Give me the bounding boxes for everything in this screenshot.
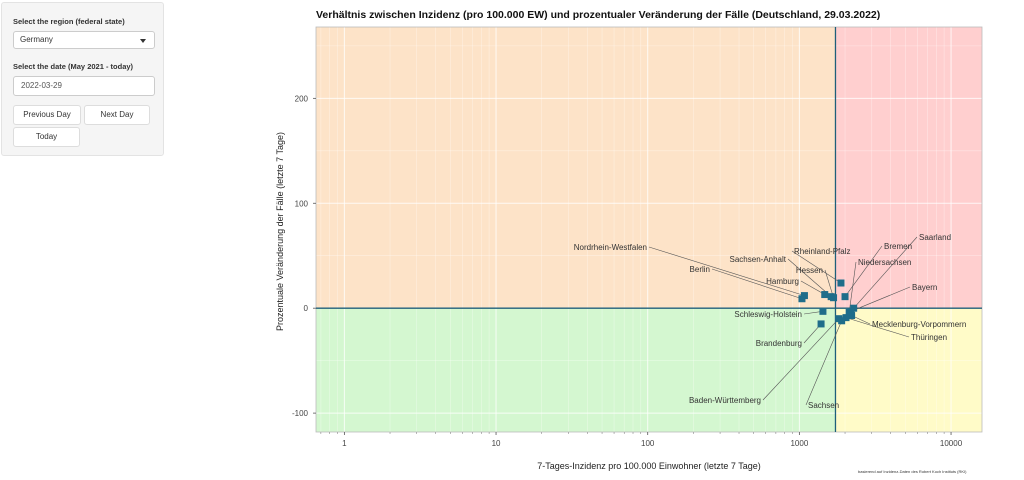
point-label: Brandenburg bbox=[756, 339, 802, 348]
data-points bbox=[798, 279, 858, 328]
point-label: Sachsen bbox=[808, 401, 839, 410]
point-label: Thüringen bbox=[911, 333, 947, 342]
leader-line bbox=[844, 245, 883, 297]
leader-line bbox=[805, 320, 842, 406]
point-label: Nordrhein-Westfalen bbox=[574, 243, 647, 252]
leader-line bbox=[848, 261, 857, 313]
y-tick-label: 0 bbox=[304, 304, 309, 313]
data-point bbox=[848, 312, 856, 320]
caret-down-icon bbox=[140, 39, 146, 43]
date-input[interactable]: 2022-03-29 bbox=[13, 76, 155, 96]
data-point bbox=[842, 314, 850, 322]
point-label: Berlin bbox=[690, 265, 710, 274]
y-axis-label: Prozentuale Veränderung der Fälle (letzt… bbox=[275, 132, 285, 331]
region-label: Select the region (federal state) bbox=[13, 17, 125, 26]
data-point bbox=[841, 293, 849, 301]
data-point bbox=[817, 320, 825, 328]
data-point bbox=[819, 307, 827, 315]
point-label: Rheinland-Pfalz bbox=[794, 247, 850, 256]
sidebar-panel: Select the region (federal state) German… bbox=[1, 2, 164, 156]
plot-frame bbox=[315, 26, 983, 433]
source-note: basierend auf Inzidenz-Daten des Robert … bbox=[858, 469, 967, 474]
chart-title: Verhältnis zwischen Inzidenz (pro 100.00… bbox=[316, 9, 881, 21]
data-point bbox=[798, 295, 806, 303]
data-point bbox=[838, 317, 846, 325]
point-label: Sachsen-Anhalt bbox=[730, 255, 787, 264]
y-tick-label: 200 bbox=[295, 94, 309, 103]
date-label: Select the date (May 2021 - today) bbox=[13, 62, 134, 71]
leader-line bbox=[648, 246, 805, 296]
point-labels: Nordrhein-Westfalen Berlin Hamburg Sachsen-… bbox=[574, 233, 966, 410]
point-label: Saarland bbox=[919, 233, 951, 242]
point-label: Hamburg bbox=[766, 277, 799, 286]
previous-day-button[interactable]: Previous Day bbox=[13, 105, 81, 125]
x-axis-label: 7-Tages-Inzidenz pro 100.000 Einwohner (… bbox=[537, 461, 760, 471]
data-point bbox=[830, 294, 838, 302]
point-label: Bremen bbox=[884, 242, 912, 251]
point-label: Bayern bbox=[912, 283, 937, 292]
x-tick-label: 1000 bbox=[790, 439, 808, 448]
x-tick-label: 1 bbox=[342, 439, 347, 448]
leader-line bbox=[824, 269, 834, 298]
quadrant-top-left bbox=[316, 27, 836, 309]
quadrant-bottom-left bbox=[316, 308, 836, 432]
leader-line bbox=[711, 268, 803, 300]
x-tick-label: 10 bbox=[492, 439, 501, 448]
leader-line bbox=[845, 317, 910, 338]
region-select[interactable]: Germany bbox=[13, 31, 155, 49]
next-day-button[interactable]: Next Day bbox=[84, 105, 150, 125]
leader-line bbox=[762, 318, 840, 401]
leader-line bbox=[800, 280, 825, 295]
leader-line bbox=[853, 236, 918, 309]
today-button[interactable]: Today bbox=[13, 127, 80, 147]
leader-line bbox=[850, 286, 911, 312]
point-label: Niedersachsen bbox=[858, 258, 911, 267]
data-point bbox=[837, 279, 845, 287]
x-tick-label: 10000 bbox=[940, 439, 963, 448]
leader-line bbox=[791, 250, 842, 284]
x-tick-label: 100 bbox=[641, 439, 655, 448]
leader-line bbox=[787, 258, 832, 297]
point-label: Hessen bbox=[796, 266, 823, 275]
data-point bbox=[821, 291, 829, 299]
point-label: Schleswig-Holstein bbox=[734, 310, 802, 319]
y-tick-label: -100 bbox=[292, 409, 309, 418]
quadrant-bottom-right bbox=[835, 308, 982, 432]
quadrant-top-right bbox=[835, 27, 982, 309]
region-select-value: Germany bbox=[20, 35, 53, 44]
y-tick-label: 100 bbox=[295, 199, 309, 208]
data-point bbox=[847, 307, 855, 315]
point-label: Mecklenburg-Vorpommern bbox=[872, 320, 966, 329]
point-label: Baden-Württemberg bbox=[689, 396, 761, 405]
